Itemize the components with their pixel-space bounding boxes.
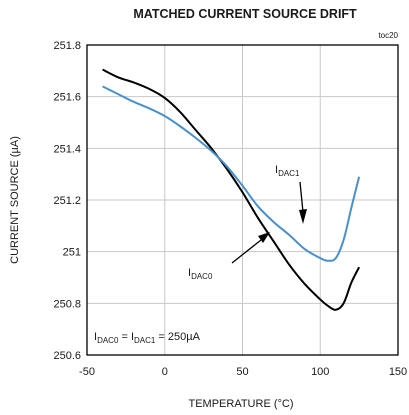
idac1-arrow-head — [299, 209, 307, 224]
condition-label: IDAC0 = IDAC1 = 250µA — [94, 331, 201, 345]
x-tick-label: -50 — [79, 366, 95, 378]
chart-title: MATCHED CURRENT SOURCE DRIFT — [133, 7, 357, 21]
series-idac1-label: IDAC1 — [275, 164, 300, 178]
idac0-arrow-line — [231, 239, 262, 264]
y-tick-label: 251.8 — [53, 40, 81, 52]
y-tick-label: 251.4 — [53, 143, 81, 155]
idac1-arrow-line — [299, 181, 304, 213]
y-tick-label: 250.6 — [53, 350, 81, 362]
y-axis-label: CURRENT SOURCE (µA) — [9, 136, 21, 264]
idac0-arrow-head — [258, 232, 270, 243]
series-idac1-line — [102, 85, 361, 262]
x-tick-label: 0 — [162, 366, 168, 378]
series-idac0-line — [102, 68, 361, 311]
x-tick-label: 50 — [236, 366, 248, 378]
y-tick-label: 250.8 — [53, 298, 81, 310]
chart-tag: toc20 — [378, 31, 398, 40]
plot-area: 250.6 250.8 251 251.2 251.4 251.6 251.8 -50 0 50 1… — [53, 40, 407, 378]
x-axis-label: TEMPERATURE (°C) — [188, 398, 293, 410]
y-tick-label: 251.2 — [53, 195, 81, 207]
x-tick-label: 100 — [311, 366, 329, 378]
y-tick-label: 251 — [63, 247, 81, 259]
x-tick-label: 150 — [389, 366, 407, 378]
plot-frame — [86, 44, 399, 356]
series-idac0-label: IDAC0 — [188, 267, 213, 281]
y-tick-label: 251.6 — [53, 92, 81, 104]
